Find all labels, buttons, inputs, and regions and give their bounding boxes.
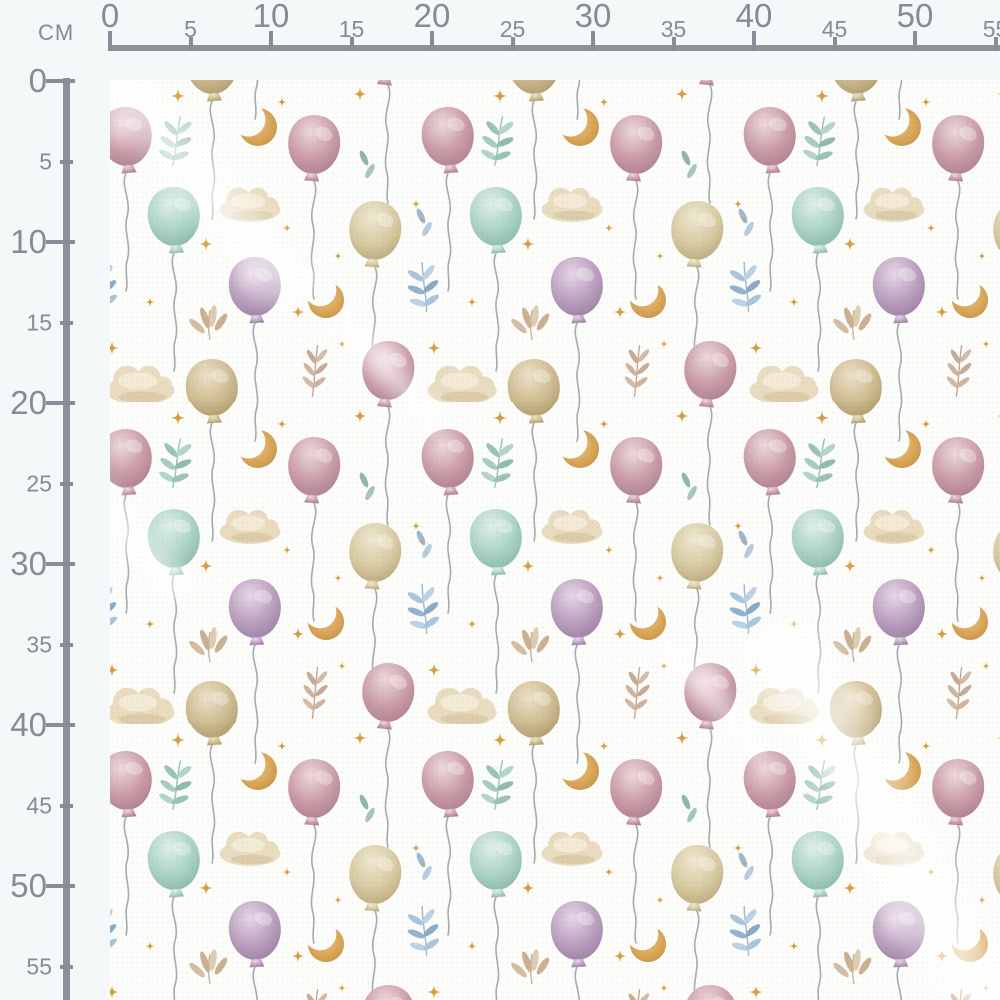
left-ruler-label-15: 15 (26, 309, 52, 335)
top-ruler-bar (110, 45, 1000, 51)
fabric-preview (110, 80, 1000, 1000)
left-ruler-label-40: 40 (10, 706, 47, 743)
balloon-pattern-swatch (110, 80, 1000, 1000)
left-ruler-label-5: 5 (39, 148, 52, 174)
top-ruler-tick-5 (188, 37, 193, 51)
top-ruler-tick-15 (349, 37, 354, 51)
top-ruler-label-0: 0 (100, 0, 120, 34)
top-ruler-tick-45 (832, 37, 837, 51)
top-ruler-label-25: 25 (499, 16, 526, 42)
left-ruler-tick-25 (60, 481, 73, 486)
left-ruler-tick-10 (46, 240, 75, 244)
top-ruler-tick-50 (913, 31, 917, 51)
left-ruler-tick-55 (60, 964, 73, 969)
left-ruler-tick-35 (60, 642, 73, 647)
left-ruler-label-25: 25 (26, 470, 52, 496)
ruler-unit-label: CM (38, 20, 75, 45)
left-ruler-label-35: 35 (26, 631, 52, 657)
left-ruler-label-10: 10 (10, 223, 47, 260)
top-ruler-tick-25 (510, 37, 515, 51)
left-ruler-tick-50 (46, 884, 75, 888)
top-ruler-label-45: 45 (821, 16, 848, 42)
top-ruler-tick-55 (993, 37, 998, 51)
left-ruler-label-55: 55 (26, 953, 52, 979)
top-ruler-label-20: 20 (413, 0, 451, 34)
top-ruler-tick-20 (430, 31, 434, 51)
top-ruler-label-10: 10 (252, 0, 290, 34)
top-ruler-label-30: 30 (574, 0, 612, 34)
left-ruler-tick-40 (46, 723, 75, 727)
top-ruler-label-50: 50 (896, 0, 934, 34)
pattern-tiles (110, 80, 1000, 1000)
left-ruler-label-30: 30 (10, 545, 47, 582)
top-ruler-tick-30 (591, 31, 595, 51)
left-ruler-tick-5 (60, 159, 73, 164)
top-ruler-label-40: 40 (735, 0, 773, 34)
left-ruler-label-20: 20 (10, 384, 47, 421)
left-ruler-tick-0 (46, 79, 75, 83)
left-ruler-tick-45 (60, 803, 73, 808)
left-ruler-label-0: 0 (28, 62, 47, 99)
left-ruler-label-50: 50 (10, 867, 47, 904)
left-ruler-label-45: 45 (26, 792, 52, 818)
top-ruler-tick-40 (752, 31, 756, 51)
top-ruler-label-15: 15 (338, 16, 365, 42)
left-ruler-bar (63, 78, 70, 1000)
top-ruler-tick-35 (671, 37, 676, 51)
top-ruler-label-35: 35 (660, 16, 687, 42)
top-ruler-tick-10 (269, 31, 273, 51)
left-ruler-tick-30 (46, 562, 75, 566)
left-ruler-tick-15 (60, 320, 73, 325)
left-ruler-tick-20 (46, 401, 75, 405)
top-ruler-label-5: 5 (184, 16, 197, 42)
top-ruler-label-55: 55 (982, 16, 1000, 42)
top-ruler-tick-0 (108, 31, 112, 51)
